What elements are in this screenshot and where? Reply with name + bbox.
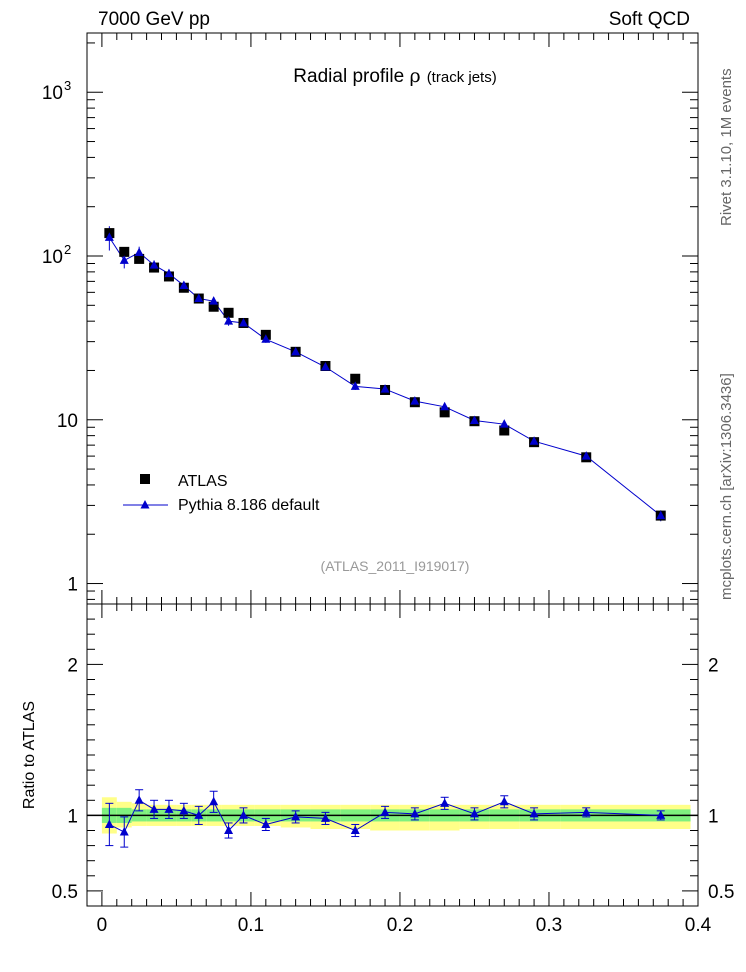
atlas-point [119,246,130,257]
y-tick-label-exponent: 3 [64,78,71,93]
ratio-line [109,799,661,833]
ratio-point [320,813,330,822]
pythia-point [149,260,159,269]
ratio-tick-label-right: 1 [708,806,719,827]
ratio-bands [87,797,698,834]
pythia-point [499,419,509,428]
legend-pythia-label: Pythia 8.186 default [178,497,320,514]
pythia-point [440,401,450,411]
ratio-point [194,810,204,819]
ratio-point [261,819,271,828]
header-left-label: 7000 GeV pp [98,9,210,30]
header-right-label: Soft QCD [608,9,690,30]
pythia-point [410,396,420,405]
ratio-point [104,819,114,828]
x-tick-label: 0.4 [685,915,712,936]
pythia-point [104,232,114,241]
upper-panel-frame [86,32,699,605]
legend-atlas-label: ATLAS [178,473,228,490]
atlas-point [350,373,361,384]
y-tick-label: 1 [67,575,78,596]
pythia-point [224,316,234,325]
atlas-point [134,253,145,264]
chart-title: Radial profile ρ (track jets) [293,65,496,87]
pythia-point [194,293,204,303]
ratio-y-axis-label: Ratio to ATLAS [21,701,38,809]
y-tick-label-exponent: 2 [64,242,71,257]
legend-atlas-marker [140,474,150,484]
x-tick-label: 0.1 [238,915,264,936]
analysis-watermark: (ATLAS_2011_I919017) [321,558,470,574]
ratio-point [469,808,479,818]
ratio-point [350,825,360,834]
y-tick-label: 10 [42,83,63,104]
pythia-point [261,334,271,343]
ratio-point [410,808,420,818]
ratio-point [440,798,450,807]
pythia-point [119,255,129,264]
pythia-line [108,237,662,516]
ratio-point [380,807,390,816]
atlas-point [439,407,450,418]
ratio-point [179,805,189,815]
ratio-point [529,808,539,818]
pythia-point [179,280,189,290]
pythia-point [320,362,330,371]
ratio-point [499,796,509,806]
x-tick-label: 0.2 [387,915,413,936]
pythia-point [350,381,360,390]
ratio-tick-label-left: 2 [67,655,78,676]
pythia-point [238,317,248,327]
pythia-point [164,268,174,278]
ratio-tick-label-left: 0.5 [52,882,78,903]
ratio-point [149,804,159,813]
pythia-point [656,510,666,520]
ratio-point [238,810,248,819]
ratio-point [164,804,174,813]
pythia-point [469,415,479,424]
ratio-point [656,810,666,819]
atlas-point [223,307,234,318]
ratio-panel-frame [86,603,699,907]
atlas-point [499,425,510,436]
x-tick-label: 0 [97,915,108,936]
x-tick-label: 0.3 [536,915,562,936]
pythia-point [529,436,539,445]
ratio-point [119,827,129,836]
ratio-point [134,795,144,804]
ratio-point [581,807,591,816]
atlas-point [208,301,219,312]
pythia-point [134,247,144,257]
ratio-point [291,811,301,821]
ratio-point [209,796,219,806]
y-tick-label: 10 [57,411,78,432]
pythia-point [291,346,301,356]
ratio-tick-label-right: 2 [708,655,719,676]
ratio-tick-label-left: 1 [67,806,78,827]
y-tick-label: 10 [42,247,63,268]
ratio-point [224,825,234,834]
pythia-point [581,451,591,460]
pythia-point [209,296,219,305]
pythia-point [380,384,390,393]
ratio-tick-label-right: 0.5 [708,882,734,903]
legend-pythia-marker [140,500,150,509]
